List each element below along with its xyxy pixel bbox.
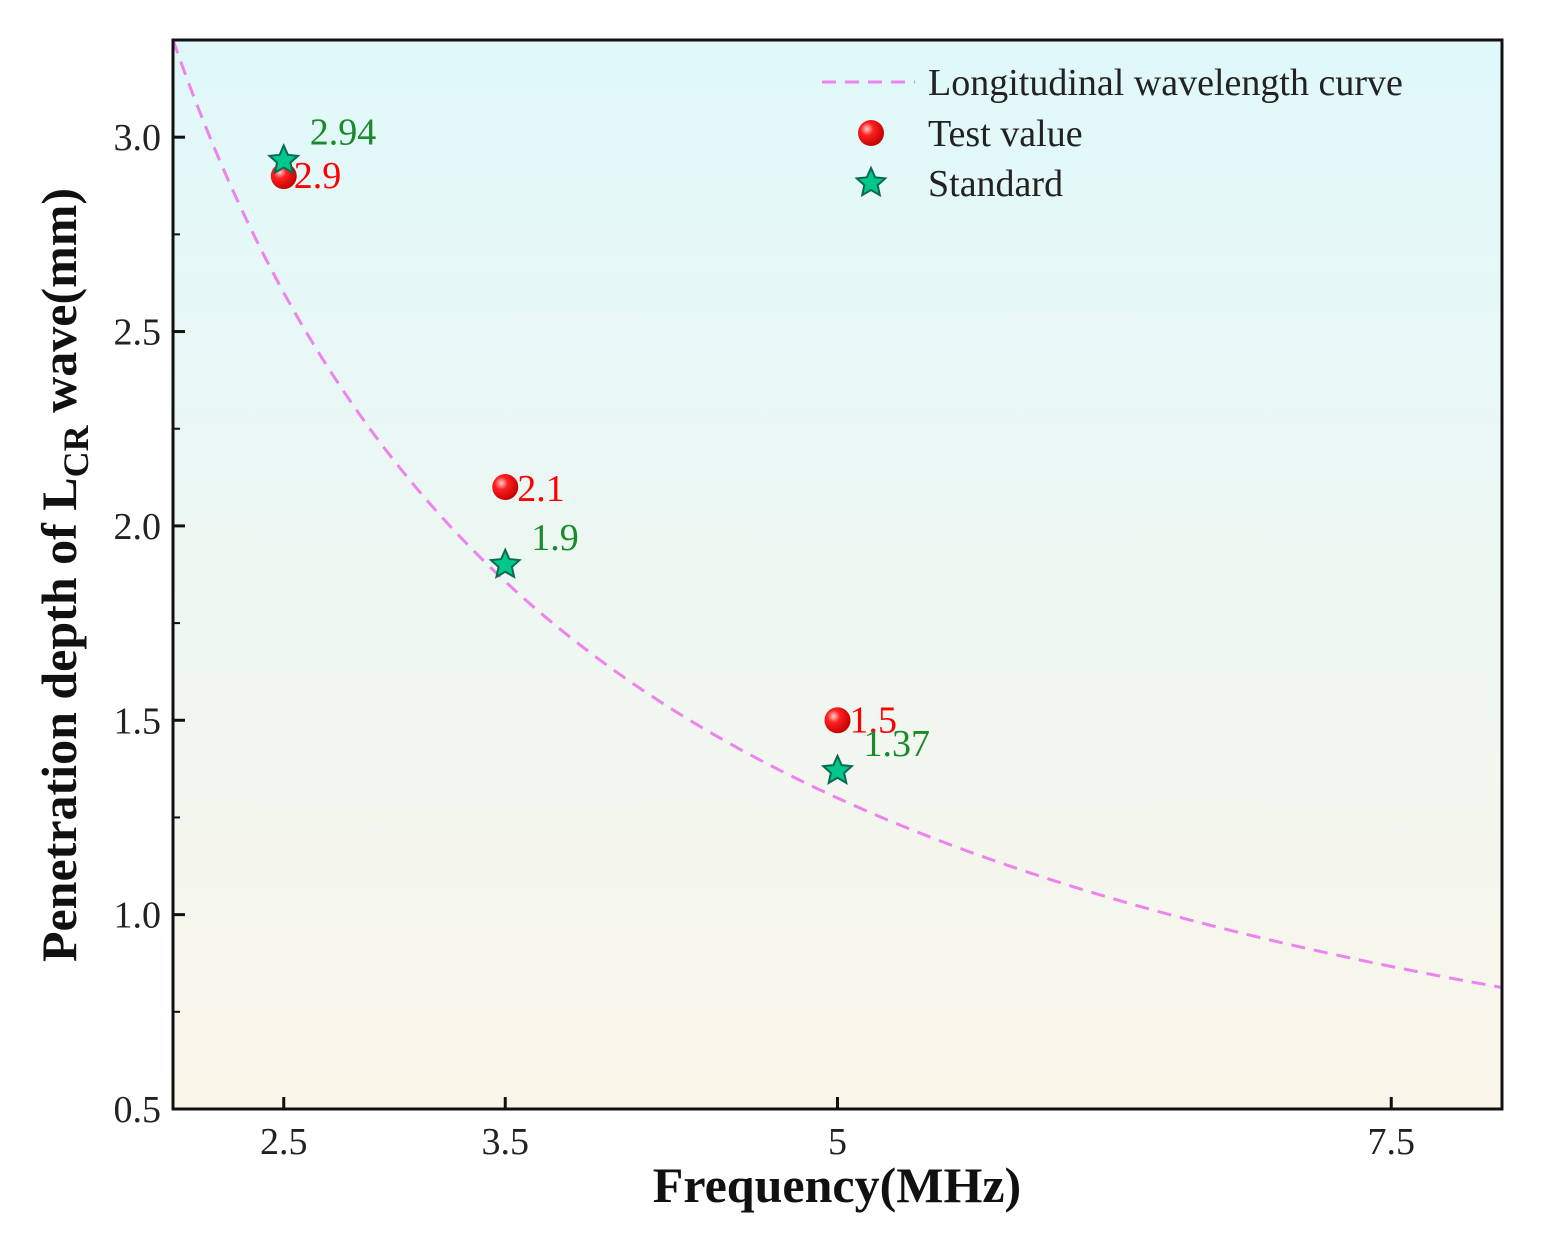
test-value-label: 2.1 [517,468,565,510]
y-tick-label: 0.5 [114,1089,162,1131]
legend: Longitudinal wavelength curve Test value… [822,62,1403,205]
x-axis: 2.5 3.5 5 7.5 [260,1097,1415,1163]
y-axis-title-subscript: CR [56,424,96,477]
legend-star-shape [854,165,888,198]
legend-label-test-value: Test value [928,113,1083,155]
legend-test-value-marker [858,120,884,146]
test-value-point [824,707,851,734]
y-axis: 0.5 1.0 1.5 2.0 2.5 3.0 [114,117,185,1131]
y-axis-title-suffix: wave(mm) [31,188,87,425]
x-tick-label: 2.5 [260,1121,308,1163]
standard-label: 2.94 [310,112,377,154]
standard-label: 1.9 [531,517,579,559]
standard-point [267,143,301,175]
y-tick-label: 1.5 [114,700,162,742]
legend-standard-marker [854,165,888,198]
y-tick-label: 2.0 [114,506,162,548]
y-axis-title: Penetration depth of LCR wave(mm) [31,188,96,962]
y-tick-label: 2.5 [114,312,162,354]
curve-layer [173,40,1502,989]
x-axis-title: Frequency(MHz) [653,1157,1021,1213]
standard-point [820,753,855,785]
plot-background [173,40,1502,1109]
x-tick-label: 7.5 [1368,1121,1416,1163]
legend-label-standard: Standard [928,163,1063,205]
x-tick-label: 3.5 [482,1121,530,1163]
standard-label: 1.37 [864,723,931,765]
standard-point [488,547,522,579]
test-value-label: 1.5 [850,699,898,741]
longitudinal-wavelength-curve [173,40,1502,989]
y-tick-label: 3.0 [114,117,162,159]
points-layer: 2.9 2.1 1.5 2.94 1.9 1.37 [267,112,931,785]
legend-label-curve: Longitudinal wavelength curve [928,62,1403,104]
test-value-point [492,474,519,501]
x-tick-label: 5 [828,1121,847,1163]
y-tick-label: 1.0 [114,895,162,937]
y-axis-title-prefix: Penetration depth of L [31,477,87,962]
test-value-label: 2.9 [294,155,342,197]
